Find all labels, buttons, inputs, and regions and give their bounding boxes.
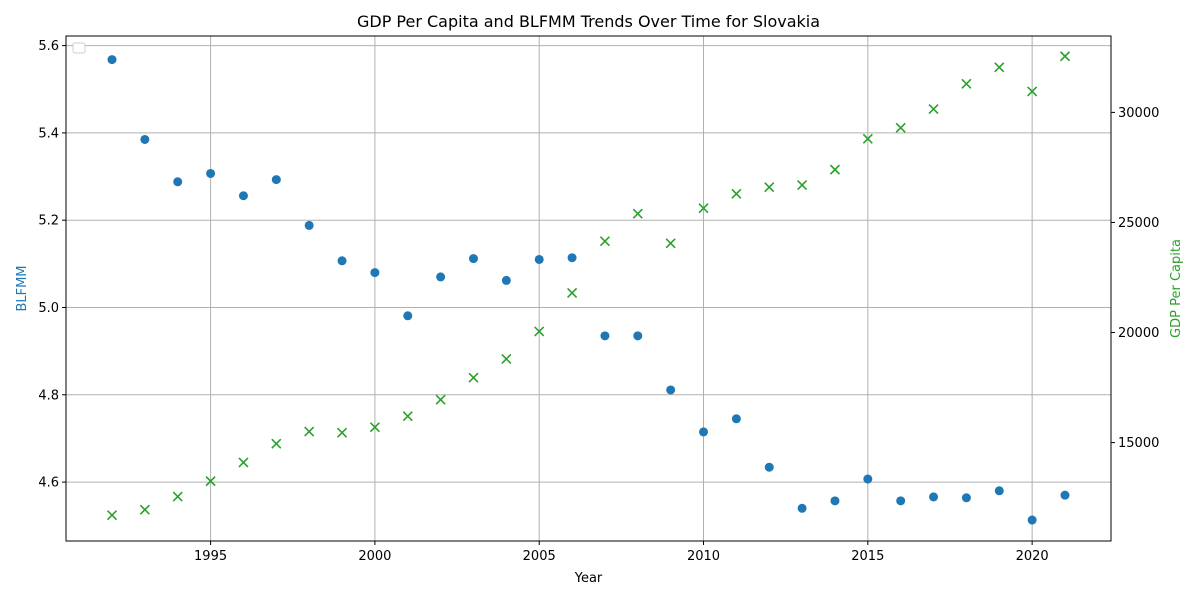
gdp-point bbox=[238, 457, 249, 468]
blfmm-point bbox=[271, 175, 281, 185]
plot-frame bbox=[65, 35, 1112, 542]
x-tick-label: 2015 bbox=[851, 549, 884, 564]
legend-box bbox=[72, 42, 86, 54]
gdp-point bbox=[1059, 51, 1071, 62]
chart-title: GDP Per Capita and BLFMM Trends Over Tim… bbox=[357, 12, 820, 31]
blfmm-point bbox=[206, 168, 216, 178]
y-right-tick-label: 30000 bbox=[1118, 106, 1159, 121]
gdp-point bbox=[205, 476, 216, 487]
blfmm-point bbox=[764, 462, 774, 472]
y-right-tick-label: 20000 bbox=[1118, 326, 1159, 341]
gdp-point bbox=[139, 504, 150, 515]
gdp-point bbox=[698, 203, 709, 214]
blfmm-point bbox=[1027, 515, 1037, 525]
data-marks bbox=[106, 51, 1071, 525]
blfmm-point bbox=[567, 253, 577, 263]
blfmm-point bbox=[140, 134, 150, 144]
y-left-tick-label: 5.0 bbox=[38, 301, 59, 316]
y-right-tick-label: 15000 bbox=[1118, 436, 1159, 451]
blfmm-point bbox=[370, 268, 380, 278]
gdp-point bbox=[862, 133, 873, 144]
y-left-tick-label: 4.8 bbox=[38, 388, 59, 403]
gdp-point bbox=[895, 122, 906, 133]
blfmm-point bbox=[173, 177, 183, 187]
x-tick-label: 2020 bbox=[1016, 549, 1049, 564]
x-tick-label: 2010 bbox=[687, 549, 720, 564]
blfmm-point bbox=[468, 254, 478, 264]
blfmm-point bbox=[929, 492, 939, 502]
gdp-point bbox=[468, 372, 479, 383]
y-right-tick-label: 25000 bbox=[1118, 216, 1159, 231]
gdp-point bbox=[369, 422, 380, 433]
gdp-point bbox=[797, 179, 808, 191]
gdp-point bbox=[435, 394, 446, 405]
blfmm-point bbox=[337, 256, 347, 266]
y-axis-left-title: BLFMM bbox=[15, 265, 30, 311]
y-left-tick-label: 5.6 bbox=[38, 39, 59, 54]
gdp-point bbox=[534, 326, 545, 337]
x-tick-label: 2000 bbox=[358, 549, 391, 564]
gdp-point bbox=[994, 62, 1005, 73]
axis-ticks: 1995 2000 2005 2010 2015 2020 4.6 4.8 5.0 5.2 5.4 5… bbox=[38, 39, 1159, 564]
y-axis-right-title: GDP Per Capita bbox=[1169, 239, 1184, 338]
blfmm-point bbox=[896, 496, 906, 506]
blfmm-point bbox=[731, 414, 741, 424]
gdp-point bbox=[1027, 86, 1038, 97]
blfmm-point bbox=[994, 486, 1004, 496]
gdp-point bbox=[731, 188, 742, 199]
y-left-tick-label: 4.6 bbox=[38, 476, 59, 491]
x-tick-label: 1995 bbox=[194, 549, 227, 564]
blfmm-point bbox=[403, 311, 413, 321]
gdp-point bbox=[336, 427, 348, 438]
gdp-point bbox=[304, 426, 315, 437]
blfmm-point bbox=[304, 220, 314, 230]
gdp-point bbox=[501, 353, 512, 365]
blfmm-point bbox=[600, 331, 610, 341]
blfmm-point bbox=[797, 503, 807, 513]
blfmm-point bbox=[961, 493, 971, 503]
x-tick-label: 2005 bbox=[523, 549, 556, 564]
gdp-point bbox=[172, 491, 183, 502]
blfmm-point bbox=[830, 496, 840, 506]
gdp-point bbox=[764, 182, 775, 193]
blfmm-point bbox=[436, 272, 446, 282]
gdp-point bbox=[665, 238, 676, 249]
gdp-point bbox=[271, 438, 282, 449]
gdp-point bbox=[961, 78, 972, 89]
blfmm-point bbox=[107, 55, 117, 65]
gdp-point bbox=[567, 287, 578, 298]
blfmm-point bbox=[863, 474, 873, 484]
gdp-point bbox=[829, 164, 841, 175]
gdp-point bbox=[402, 411, 413, 422]
blfmm-point bbox=[501, 275, 511, 285]
gdp-point bbox=[599, 236, 610, 247]
gdp-point bbox=[106, 510, 118, 521]
blfmm-point bbox=[1060, 490, 1070, 500]
blfmm-point bbox=[666, 385, 676, 395]
blfmm-point bbox=[534, 254, 544, 264]
blfmm-point bbox=[633, 331, 643, 341]
y-left-tick-label: 5.2 bbox=[38, 214, 59, 229]
gdp-point bbox=[928, 104, 939, 115]
blfmm-point bbox=[238, 191, 248, 201]
grid-lines bbox=[66, 36, 1111, 541]
blfmm-point bbox=[699, 427, 709, 437]
y-left-tick-label: 5.4 bbox=[38, 126, 59, 141]
gdp-point bbox=[632, 208, 643, 219]
x-axis-title: Year bbox=[574, 571, 603, 586]
